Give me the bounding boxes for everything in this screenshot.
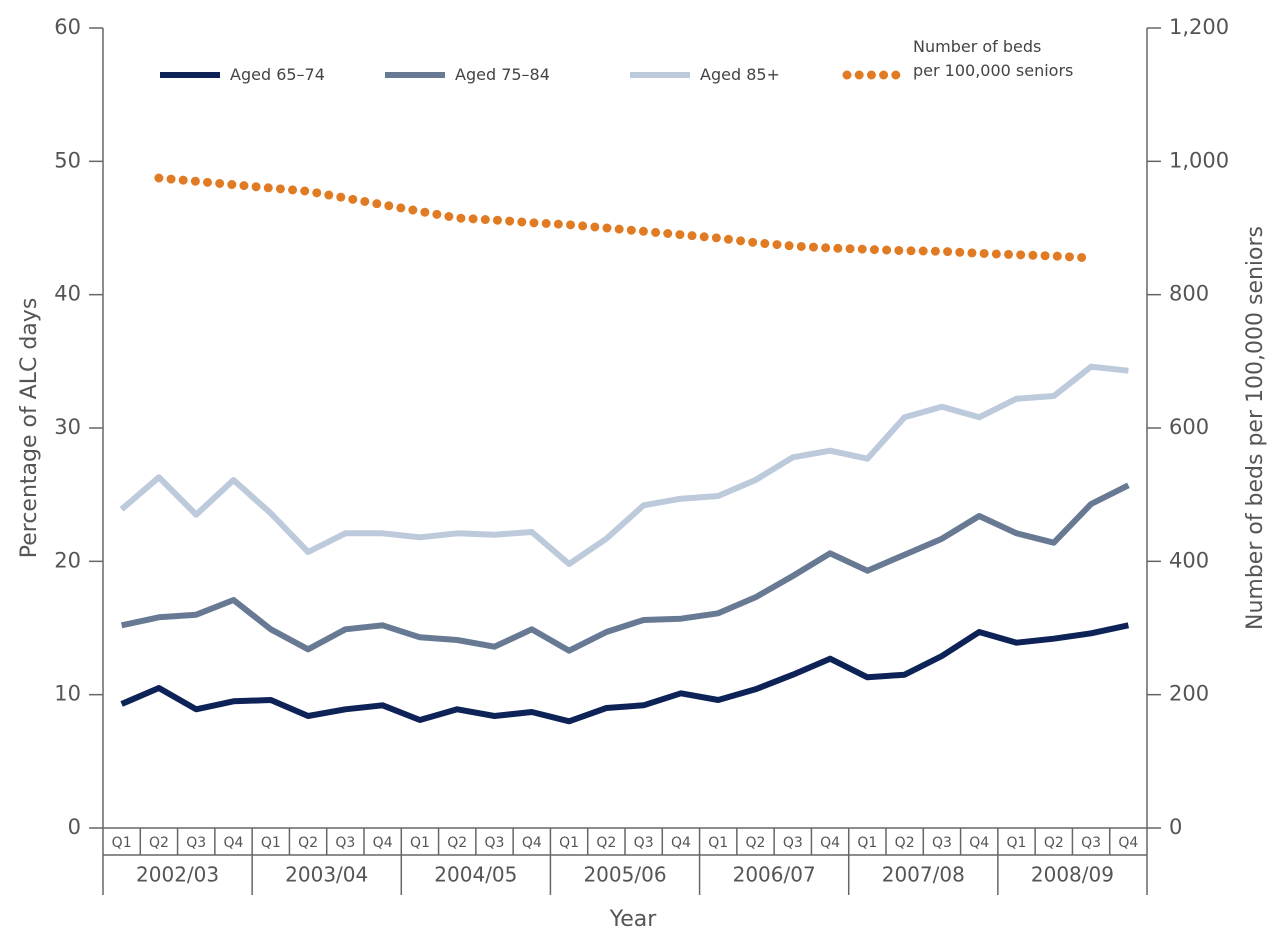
x-group-label: 2003/04	[285, 863, 368, 887]
x-tick-label: Q4	[1118, 835, 1138, 851]
x-tick-label: Q3	[932, 835, 952, 851]
y-tick-label: 0	[68, 815, 81, 839]
x-tick-label: Q2	[895, 835, 915, 851]
x-tick-label: Q4	[820, 835, 840, 851]
x-tick-label: Q4	[224, 835, 244, 851]
legend-label: Aged 85+	[700, 65, 780, 84]
legend-label: Aged 75–84	[455, 65, 550, 84]
x-axis-title: Year	[609, 907, 658, 932]
x-tick-label: Q1	[857, 835, 877, 851]
x-tick-label: Q1	[559, 835, 579, 851]
x-tick-label: Q2	[1044, 835, 1064, 851]
y-tick-label: 40	[54, 282, 81, 306]
x-tick-label: Q4	[522, 835, 542, 851]
x-tick-label: Q3	[1081, 835, 1101, 851]
y-tick-label: 50	[54, 148, 81, 172]
x-group-label: 2007/08	[882, 863, 965, 887]
x-tick-label: Q2	[149, 835, 169, 851]
x-tick-label: Q1	[708, 835, 728, 851]
y2-tick-label: 0	[1169, 815, 1182, 839]
legend-label-box: Number of beds per 100,000 seniors	[913, 37, 1074, 80]
x-group-label: 2004/05	[434, 863, 517, 887]
x-tick-label: Q4	[373, 835, 393, 851]
x-tick-label: Q3	[186, 835, 206, 851]
y-tick-label: 10	[54, 682, 81, 706]
y2-tick-label: 1,000	[1169, 148, 1229, 172]
x-tick-label: Q2	[596, 835, 616, 851]
x-tick-label: Q4	[969, 835, 989, 851]
x-tick-label: Q2	[298, 835, 318, 851]
y-axis-title: Percentage of ALC days	[17, 298, 42, 559]
x-group-label: 2002/03	[136, 863, 219, 887]
line	[120, 482, 1130, 654]
x-tick-label: Q1	[410, 835, 430, 851]
legend-label-box: Aged 65–74	[230, 65, 325, 84]
line	[120, 622, 1130, 725]
x-tick-label: Q3	[335, 835, 355, 851]
x-group-label: 2008/09	[1031, 863, 1114, 887]
x-tick-label: Q3	[485, 835, 505, 851]
x-tick-label: Q2	[746, 835, 766, 851]
y2-tick-label: 400	[1169, 548, 1209, 572]
y-tick-label: 20	[54, 548, 81, 572]
legend-label: Number of beds per 100,000 seniors	[913, 37, 1074, 80]
legend-label-box: Aged 75–84	[455, 65, 550, 84]
legend-label-box: Aged 85+	[700, 65, 780, 84]
y2-tick-label: 200	[1169, 682, 1209, 706]
y2-tick-label: 1,200	[1169, 15, 1229, 39]
x-tick-label: Q2	[447, 835, 467, 851]
y-tick-label: 30	[54, 415, 81, 439]
dotted-line	[154, 173, 1096, 263]
y2-axis-title: Number of beds per 100,000 seniors	[1243, 226, 1268, 630]
x-tick-label: Q1	[1007, 835, 1027, 851]
y2-tick-label: 600	[1169, 415, 1209, 439]
x-tick-label: Q3	[783, 835, 803, 851]
legend-label: Aged 65–74	[230, 65, 325, 84]
x-group-label: 2006/07	[733, 863, 816, 887]
line	[119, 363, 1129, 567]
y2-tick-label: 800	[1169, 282, 1209, 306]
x-tick-label: Q1	[261, 835, 281, 851]
x-tick-label: Q3	[634, 835, 654, 851]
x-group-label: 2005/06	[583, 863, 666, 887]
x-tick-label: Q4	[671, 835, 691, 851]
x-tick-label: Q1	[112, 835, 132, 851]
y-tick-label: 60	[54, 15, 81, 39]
